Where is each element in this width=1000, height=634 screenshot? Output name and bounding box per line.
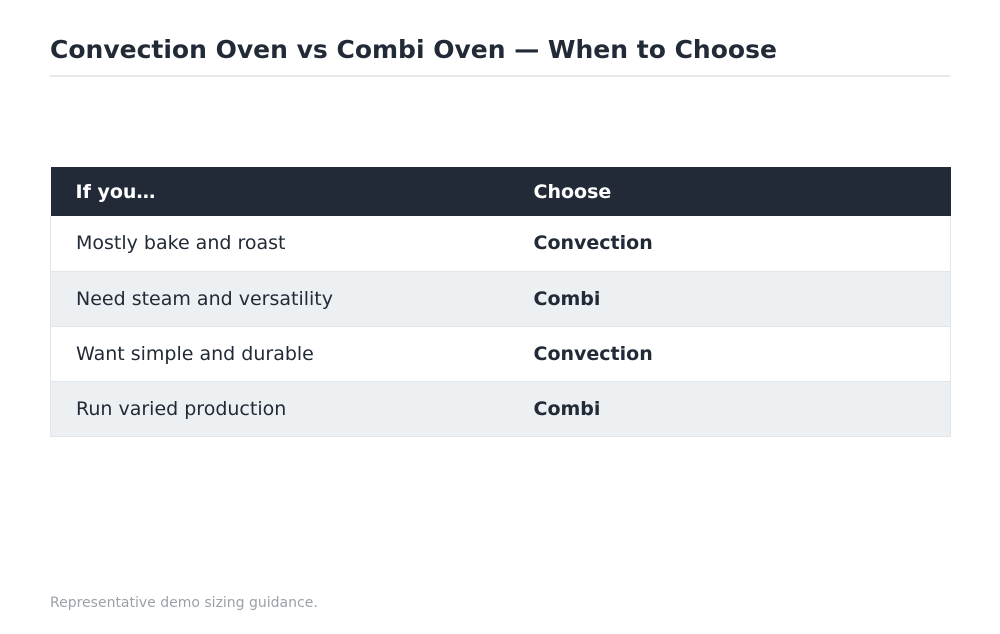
page-title: Convection Oven vs Combi Oven — When to … <box>50 35 777 64</box>
column-header-condition: If you… <box>75 180 156 203</box>
choice-cell: Combi <box>508 381 951 437</box>
footnote: Representative demo sizing guidance. <box>50 595 318 611</box>
choice-cell: Convection <box>508 326 951 382</box>
condition-cell: Want simple and durable <box>50 326 509 382</box>
choice-cell: Combi <box>508 271 951 327</box>
table-row: Run varied production Combi <box>50 381 951 437</box>
table-row: Mostly bake and roast Convection <box>50 216 951 272</box>
table-row: Need steam and versatility Combi <box>50 271 951 327</box>
column-header-choice: Choose <box>533 180 612 203</box>
table-row: Want simple and durable Convection <box>50 326 951 382</box>
condition-cell: Need steam and versatility <box>50 271 509 327</box>
decision-table: If you… Choose Mostly bake and roast Con… <box>50 167 951 437</box>
condition-cell: Mostly bake and roast <box>50 216 509 272</box>
condition-cell: Run varied production <box>50 381 509 437</box>
table-header-row: If you… Choose <box>50 167 951 216</box>
title-divider <box>50 75 950 77</box>
choice-cell: Convection <box>508 216 951 272</box>
